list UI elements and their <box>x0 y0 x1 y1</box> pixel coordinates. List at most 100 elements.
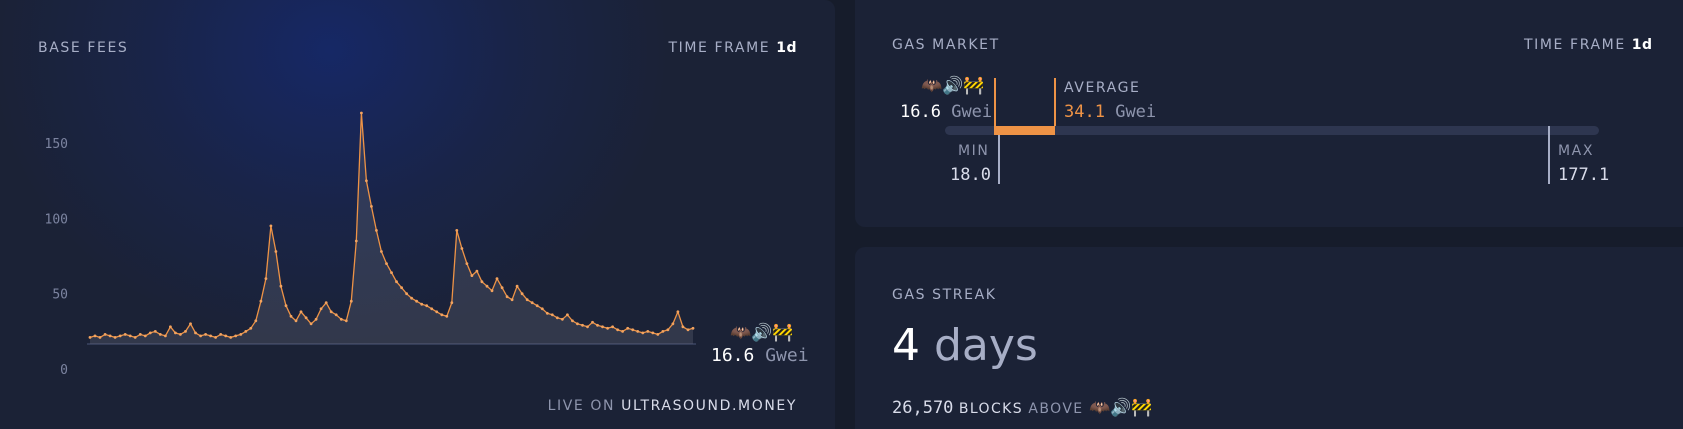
data-point <box>616 328 619 332</box>
data-point <box>515 284 519 288</box>
data-point <box>319 307 323 311</box>
data-point <box>606 326 609 330</box>
streak-days-unit: days <box>934 320 1038 371</box>
data-point <box>430 307 434 311</box>
data-point <box>535 304 539 308</box>
data-point <box>400 286 403 290</box>
gas-streak-title: GAS STREAK <box>892 287 997 303</box>
data-point <box>470 274 474 277</box>
data-point <box>299 310 303 314</box>
timeframe-value[interactable]: 1d <box>776 40 797 56</box>
data-point <box>661 330 665 333</box>
data-point <box>164 334 167 338</box>
data-point <box>490 289 494 293</box>
data-point <box>646 330 650 333</box>
data-point <box>566 313 569 317</box>
data-point <box>656 333 660 336</box>
gas-market-timeframe[interactable]: TIME FRAME 1d <box>1524 37 1653 53</box>
streak-blocks-value: 26,570 <box>892 398 954 418</box>
data-point <box>681 325 685 329</box>
data-point <box>304 316 308 320</box>
data-point <box>495 277 499 280</box>
data-point <box>360 111 363 115</box>
current-base-fee-unit: Gwei <box>765 345 809 366</box>
data-point <box>259 299 263 303</box>
data-point <box>596 323 599 327</box>
data-point <box>179 333 182 336</box>
data-point <box>425 304 429 308</box>
ultrasound-icons: 🦇🔊🚧 <box>730 323 794 343</box>
data-point <box>540 307 544 311</box>
data-point <box>691 326 695 330</box>
data-point <box>520 292 524 296</box>
data-point <box>194 331 197 335</box>
data-point <box>309 322 313 326</box>
gas-market-current: 16.6 Gwei <box>900 102 992 122</box>
data-point <box>641 331 645 335</box>
average-label: AVERAGE <box>1064 80 1141 96</box>
data-point <box>545 311 549 315</box>
data-point <box>440 313 444 317</box>
data-point <box>118 334 122 338</box>
data-point <box>631 328 635 332</box>
average-value-group: 34.1 Gwei <box>1064 102 1156 122</box>
data-point <box>254 319 258 323</box>
data-point <box>555 316 559 320</box>
gas-range-highlight <box>994 126 1055 135</box>
base-fees-chart: 0 50 100 150 <box>45 111 696 378</box>
y-tick-label: 50 <box>52 288 68 303</box>
gas-range-track <box>945 126 1599 135</box>
data-point <box>676 310 680 314</box>
data-point <box>475 269 479 273</box>
data-point <box>480 280 484 284</box>
max-value: 177.1 <box>1558 165 1610 185</box>
max-label: MAX <box>1558 143 1595 159</box>
data-point <box>450 301 454 305</box>
data-point <box>128 334 132 338</box>
data-point <box>395 280 398 284</box>
streak-above-label: ABOVE <box>1028 401 1084 417</box>
data-point <box>671 322 675 326</box>
gas-market-current-icons: 🦇🔊🚧 <box>921 76 985 96</box>
live-on-link[interactable]: LIVE ON ULTRASOUND.MONEY <box>548 398 797 414</box>
data-point <box>148 331 152 335</box>
data-point <box>591 320 594 324</box>
data-point <box>98 336 102 339</box>
data-point <box>269 224 273 228</box>
data-point <box>314 317 318 321</box>
min-value: 18.0 <box>950 165 991 185</box>
data-point <box>158 333 162 336</box>
live-site[interactable]: ULTRASOUND.MONEY <box>621 398 797 414</box>
y-tick-label: 150 <box>45 137 68 152</box>
timeframe-value[interactable]: 1d <box>1631 37 1653 53</box>
data-point <box>354 239 358 243</box>
data-point <box>380 250 383 253</box>
data-point <box>525 298 529 302</box>
streak-icons: 🦇🔊🚧 <box>1088 398 1153 418</box>
current-marker-line <box>994 78 996 126</box>
data-point <box>636 330 640 333</box>
data-point <box>279 284 283 288</box>
gas-market-title: GAS MARKET <box>892 37 1000 53</box>
timeframe-label: TIME FRAME <box>668 40 771 56</box>
data-point <box>435 310 439 314</box>
data-point <box>108 334 112 338</box>
data-point <box>174 331 177 335</box>
data-point <box>249 326 253 330</box>
data-point <box>505 295 509 299</box>
data-point <box>88 336 92 339</box>
data-point <box>224 334 228 338</box>
gas-market-panel: GAS MARKET TIME FRAME 1d 🦇🔊🚧 16.6 Gwei AV… <box>855 0 1683 227</box>
data-point <box>234 334 238 338</box>
base-fees-timeframe[interactable]: TIME FRAME 1d <box>668 40 797 56</box>
data-point <box>229 336 233 339</box>
streak-days-value: 4 <box>892 320 920 371</box>
data-point <box>581 323 584 327</box>
base-fees-panel: 0 50 100 150 BASE FEES TIME FRAME 1d 🦇🔊🚧 16.… <box>0 0 835 429</box>
data-point <box>550 313 554 317</box>
data-point <box>465 262 469 265</box>
data-point <box>561 317 564 321</box>
data-point <box>284 304 288 308</box>
data-point <box>686 328 690 332</box>
data-point <box>219 333 223 336</box>
